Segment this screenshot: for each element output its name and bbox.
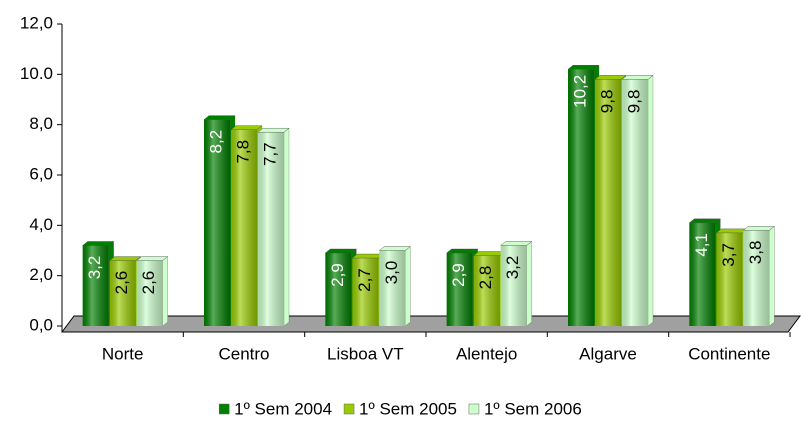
legend-label: 1º Sem 2005 xyxy=(359,399,457,418)
value-label: 4,1 xyxy=(692,233,711,257)
bar-top xyxy=(567,65,600,70)
value-label: 2,6 xyxy=(112,271,131,295)
bar-shine xyxy=(446,253,473,326)
bar-top xyxy=(82,241,115,246)
bar-side xyxy=(647,75,654,327)
bar-shine xyxy=(716,232,743,326)
legend-item: 1º Sem 2005 xyxy=(343,399,457,418)
bar-shine xyxy=(204,119,230,326)
bar-top xyxy=(324,248,357,254)
bar-top xyxy=(109,256,142,261)
bar-shine xyxy=(352,258,379,326)
bar-shine xyxy=(473,255,500,326)
bar-shine xyxy=(379,250,406,326)
bar-top xyxy=(136,256,169,261)
legend-label: 1º Sem 2006 xyxy=(484,399,582,418)
legend-swatch xyxy=(343,403,355,415)
bar-top xyxy=(446,248,479,254)
bar-top xyxy=(230,125,263,130)
value-label: 9,8 xyxy=(597,90,616,114)
legend-swatch xyxy=(468,403,480,415)
bar-side xyxy=(162,256,168,327)
bar-shine xyxy=(622,79,648,326)
value-label: 2,6 xyxy=(139,271,158,295)
bar-top xyxy=(378,246,411,251)
bar-shine xyxy=(258,132,284,326)
bar-shine xyxy=(109,260,136,326)
value-label: 3,8 xyxy=(746,241,765,265)
bar-shine xyxy=(743,230,770,326)
legend-item: 1º Sem 2004 xyxy=(218,399,332,418)
value-label: 7,7 xyxy=(260,142,279,166)
value-label: 3,2 xyxy=(85,256,104,280)
x-tick-label: Centro xyxy=(218,344,269,363)
bar-top xyxy=(688,218,721,224)
value-label: 3,7 xyxy=(719,243,738,267)
y-tick-label: 2,0 xyxy=(29,265,53,284)
legend-swatch xyxy=(218,403,230,415)
bar-side xyxy=(283,127,290,327)
x-tick-label: Continente xyxy=(688,344,770,363)
y-tick-label: 4,0 xyxy=(29,215,53,234)
legend-item: 1º Sem 2006 xyxy=(468,399,582,418)
x-tick-label: Alentejo xyxy=(456,344,517,363)
legend: 1º Sem 2004 1º Sem 2005 1º Sem 2006 xyxy=(218,399,582,418)
value-label: 3,2 xyxy=(503,256,522,280)
bar-shine xyxy=(689,222,716,326)
bar-side xyxy=(405,246,411,327)
bar-top xyxy=(257,128,290,133)
value-label: 2,9 xyxy=(328,263,347,287)
bar-shine xyxy=(500,245,527,326)
bar-side xyxy=(769,226,775,327)
value-label: 9,8 xyxy=(624,90,643,114)
bar-top xyxy=(742,226,775,231)
bar-top xyxy=(500,241,533,246)
bar-top xyxy=(351,253,384,259)
value-label: 8,2 xyxy=(206,130,225,154)
value-label: 10,2 xyxy=(570,75,589,108)
bar-top xyxy=(473,251,506,256)
bar-shine xyxy=(136,260,163,326)
legend-label: 1º Sem 2004 xyxy=(234,399,332,418)
bar-top xyxy=(715,228,748,234)
bar-shine xyxy=(231,129,257,326)
x-tick-label: Norte xyxy=(102,344,144,363)
bar-top xyxy=(621,75,654,80)
bar-side xyxy=(526,241,532,327)
bar-shine xyxy=(568,69,594,327)
y-tick-label: 10.0 xyxy=(20,64,53,83)
y-tick-label: 6,0 xyxy=(29,164,53,183)
x-tick-label: Algarve xyxy=(579,344,637,363)
bar-top xyxy=(203,115,236,120)
value-label: 2,8 xyxy=(476,266,495,290)
value-label: 2,9 xyxy=(449,263,468,287)
bar-top xyxy=(594,75,627,80)
y-tick-label: 0,0 xyxy=(29,315,53,334)
value-label: 2,7 xyxy=(355,268,374,292)
x-tick-label: Lisboa VT xyxy=(327,344,404,363)
bar-shine xyxy=(325,253,352,326)
value-label: 3,0 xyxy=(382,261,401,285)
y-tick-label: 8,0 xyxy=(29,114,53,133)
y-tick-label: 12,0 xyxy=(20,13,53,32)
value-label: 7,8 xyxy=(233,140,252,164)
floor xyxy=(61,315,801,333)
bar-shine xyxy=(82,245,109,326)
bar-shine xyxy=(595,79,621,326)
